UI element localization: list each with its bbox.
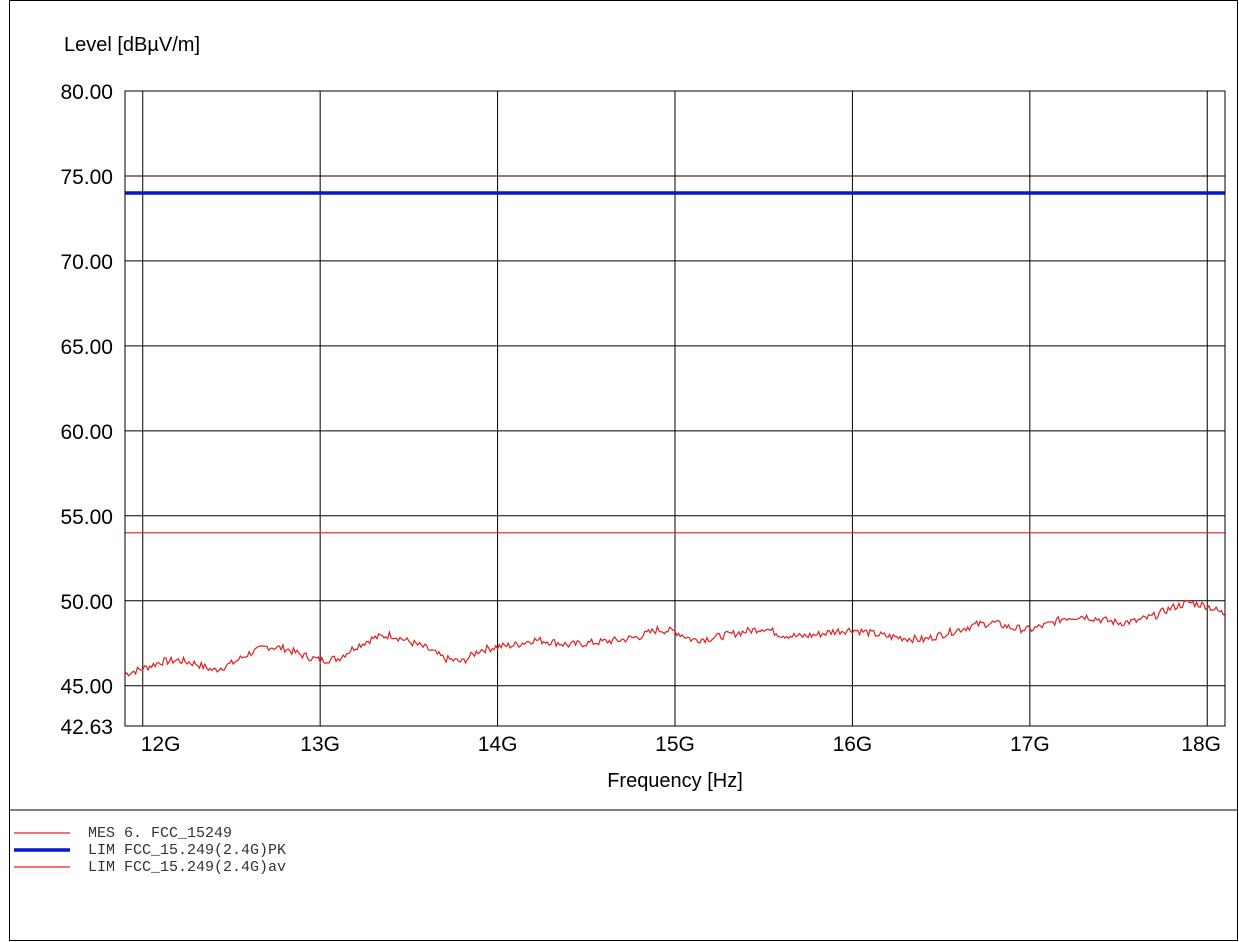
y-tick-label: 60.00: [60, 421, 113, 444]
y-tick-label: 45.00: [60, 676, 113, 699]
y-tick-label: 70.00: [60, 251, 113, 274]
series-layer: [124, 191, 1226, 677]
x-tick-label: 16G: [833, 733, 873, 756]
y-axis-title: Level [dBµV/m]: [64, 34, 200, 56]
x-axis-title: Frequency [Hz]: [607, 770, 743, 792]
x-tick-label: 17G: [1010, 733, 1050, 756]
legend-label: LIM FCC_15.249(2.4G)PK: [88, 842, 286, 859]
legend-label: LIM FCC_15.249(2.4G)av: [88, 859, 286, 876]
series-line-0: [124, 600, 1226, 677]
chart-frame: [9, 0, 1238, 941]
x-tick-label: 12G: [141, 733, 181, 756]
x-tick-label: 13G: [300, 733, 340, 756]
legend-label: MES 6. FCC_15249: [88, 825, 232, 842]
y-tick-label: 75.00: [60, 166, 113, 189]
x-tick-label: 18G: [1181, 733, 1221, 756]
y-tick-label: 65.00: [60, 336, 113, 359]
y-tick-label: 50.00: [60, 591, 113, 614]
plot-area-border: [124, 90, 1226, 727]
x-tick-label: 14G: [478, 733, 518, 756]
y-tick-label: 55.00: [60, 506, 113, 529]
y-tick-labels: 42.63 45.00 50.00 55.00 60.00 65.00 70.00 75.00…: [60, 81, 113, 739]
x-tick-label: 15G: [655, 733, 695, 756]
y-tick-label: 42.63: [60, 716, 113, 739]
grid: [125, 91, 1225, 726]
y-tick-label: 80.00: [60, 81, 113, 104]
x-tick-labels: 12G 13G 14G 15G 16G 17G 18G: [141, 733, 1221, 756]
